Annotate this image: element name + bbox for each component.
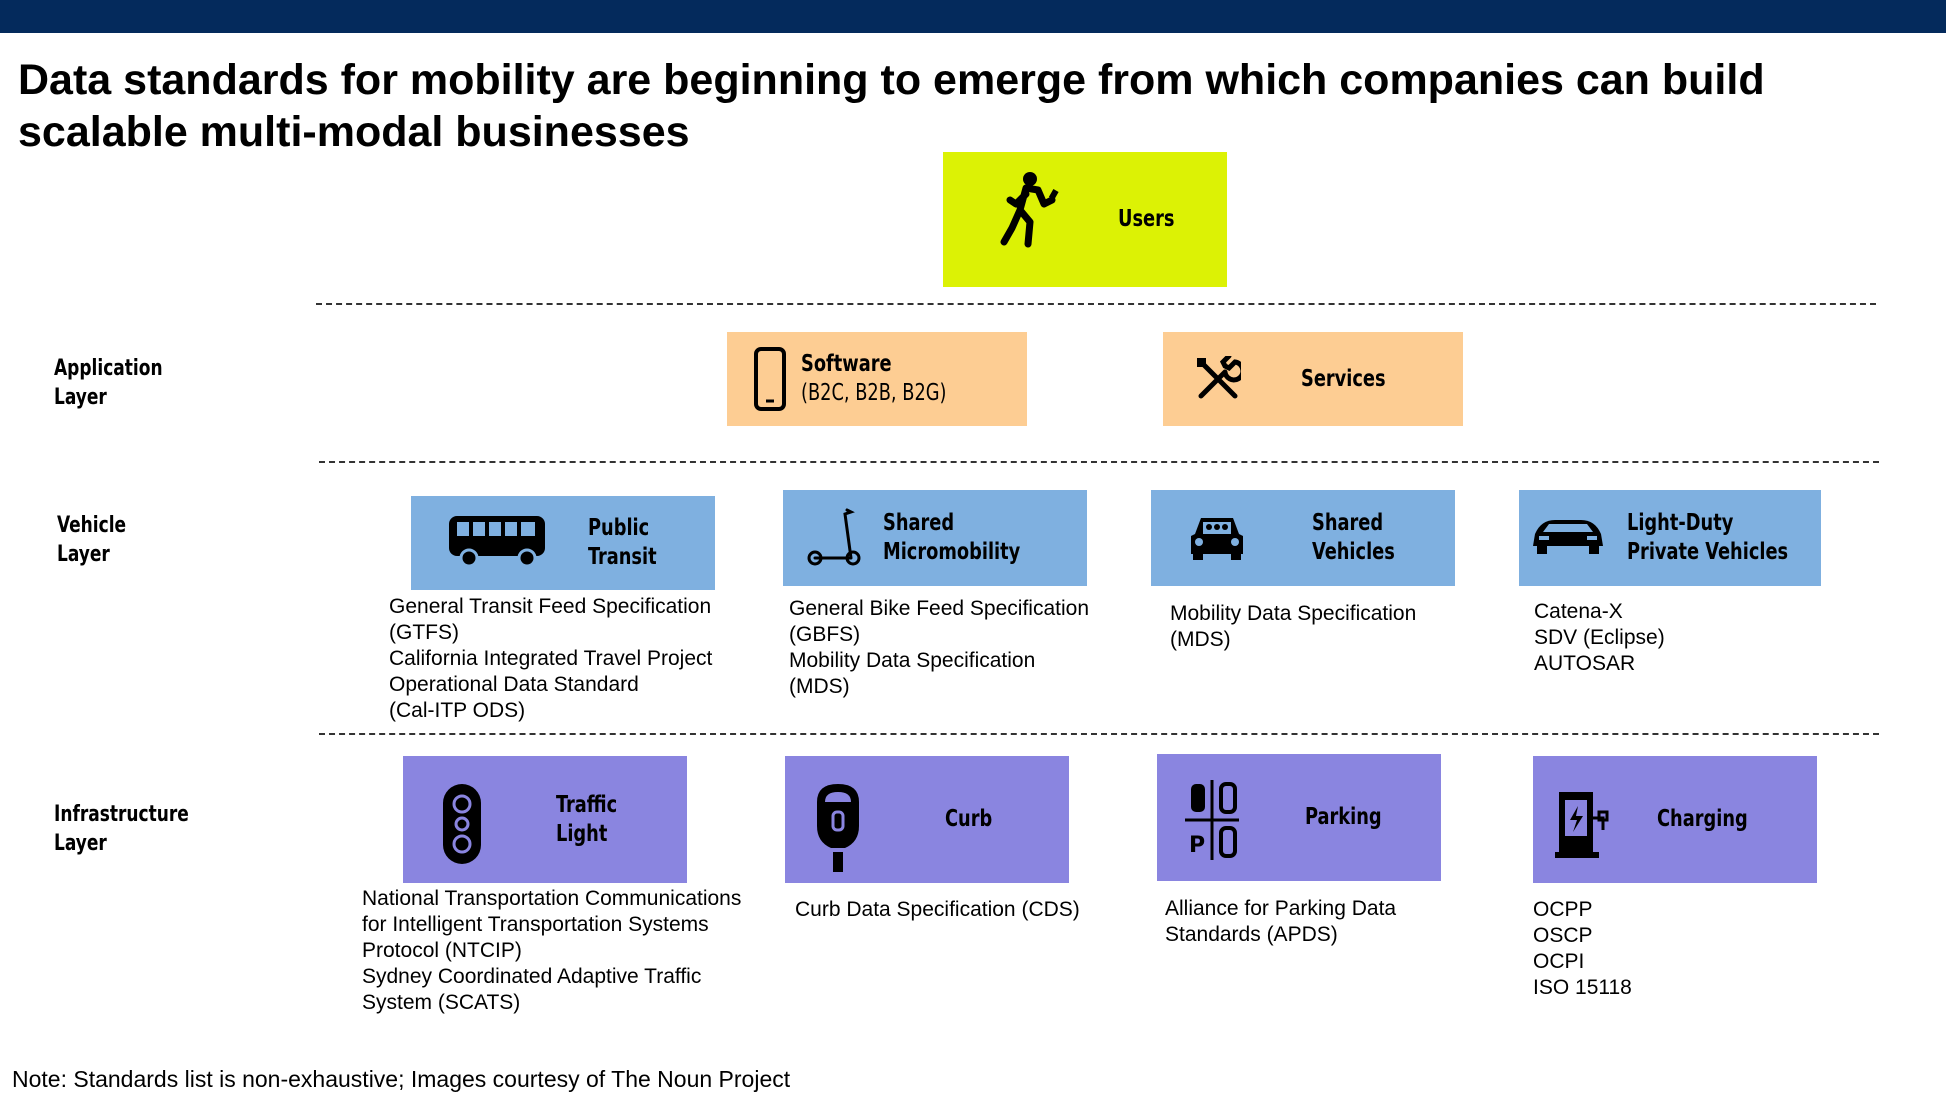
- parking-meter-icon: [817, 784, 859, 872]
- ev-charger-icon: [1555, 792, 1609, 858]
- divider-users-application: [316, 303, 1876, 305]
- scooter-icon: [807, 508, 861, 566]
- wrench-screwdriver-icon: [1197, 356, 1241, 399]
- standard-item: OSCP: [1533, 924, 1593, 947]
- standard-item: General Bike Feed Specification: [789, 597, 1089, 620]
- standard-item: Mobility Data Specification: [789, 649, 1036, 672]
- standard-item: OCPI: [1533, 950, 1585, 973]
- shared-vehicles-standards: Mobility Data Specification (MDS): [1170, 601, 1416, 653]
- standard-item: Alliance for Parking Data: [1165, 897, 1397, 920]
- services-box: Services: [1163, 332, 1463, 426]
- standard-item: Standards (APDS): [1165, 923, 1338, 946]
- standard-item: (MDS): [789, 675, 850, 698]
- public-transit-box: Public Transit: [411, 496, 715, 590]
- standard-item: Protocol (NTCIP): [362, 939, 522, 962]
- shared-micromobility-label: Shared Micromobility: [883, 510, 1021, 565]
- traffic-light-icon: [443, 784, 481, 864]
- standard-item: National Transportation Communications: [362, 887, 742, 910]
- standard-item: (Cal-ITP ODS): [389, 699, 526, 722]
- charging-box: Charging: [1533, 756, 1817, 883]
- shared-micromobility-box: Shared Micromobility: [783, 490, 1087, 586]
- shared-car-icon: [1191, 518, 1243, 560]
- standard-item: Operational Data Standard: [389, 673, 639, 696]
- shared-micromobility-standards: General Bike Feed Specification (GBFS) M…: [789, 596, 1089, 700]
- standard-item: SDV (Eclipse): [1534, 626, 1665, 649]
- infrastructure-layer-label: Infrastructure Layer: [54, 802, 189, 856]
- standard-item: Mobility Data Specification: [1170, 602, 1417, 625]
- parking-label: Parking: [1305, 804, 1382, 830]
- standard-item: OCPP: [1533, 898, 1593, 921]
- standard-item: California Integrated Travel Project: [389, 647, 713, 670]
- charging-label: Charging: [1657, 806, 1748, 832]
- traffic-light-label: Traffic Light: [556, 791, 618, 847]
- top-banner: [0, 0, 1946, 33]
- traffic-light-box: Traffic Light: [403, 756, 687, 883]
- page-title: Data standards for mobility are beginnin…: [18, 56, 1765, 156]
- standard-item: AUTOSAR: [1534, 652, 1636, 675]
- standard-item: Sydney Coordinated Adaptive Traffic: [362, 965, 702, 988]
- charging-standards: OCPP OSCP OCPI ISO 15118: [1533, 897, 1632, 1001]
- software-label: Software (B2C, B2B, B2G): [801, 350, 947, 408]
- standard-item: (GBFS): [789, 623, 861, 646]
- public-transit-standards: General Transit Feed Specification (GTFS…: [389, 594, 712, 724]
- software-box: Software (B2C, B2B, B2G): [727, 332, 1027, 426]
- light-duty-private-vehicles-label: Light-Duty Private Vehicles: [1627, 510, 1789, 565]
- application-layer-label: Application Layer: [54, 356, 163, 410]
- standard-item: ISO 15118: [1533, 976, 1632, 999]
- divider-application-vehicle: [319, 461, 1879, 463]
- footnote: Note: Standards list is non-exhaustive; …: [12, 1066, 791, 1092]
- public-transit-label: Public Transit: [588, 515, 657, 570]
- standard-item: General Transit Feed Specification: [389, 595, 712, 618]
- standard-item: for Intelligent Transportation Systems: [362, 913, 709, 936]
- standard-item: System (SCATS): [362, 991, 521, 1014]
- parking-standards: Alliance for Parking Data Standards (APD…: [1165, 896, 1396, 948]
- users-label: Users: [1118, 206, 1175, 232]
- software-subtitle: (B2C, B2B, B2G): [801, 380, 947, 406]
- pedestrian-with-phone-icon: [1000, 172, 1059, 248]
- services-label: Services: [1301, 365, 1386, 392]
- svg-text:P: P: [1189, 833, 1205, 858]
- shared-vehicles-label: Shared Vehicles: [1312, 510, 1395, 565]
- parking-lot-icon: P: [1185, 780, 1239, 860]
- users-box: Users: [943, 152, 1227, 287]
- private-car-icon: [1533, 520, 1603, 554]
- vehicle-layer-label: Vehicle Layer: [57, 513, 127, 567]
- divider-vehicle-infrastructure: [319, 733, 1879, 735]
- standard-item: (MDS): [1170, 628, 1231, 651]
- shared-vehicles-box: Shared Vehicles: [1151, 490, 1455, 586]
- traffic-light-standards: National Transportation Communications f…: [362, 886, 741, 1016]
- light-duty-private-vehicles-box: Light-Duty Private Vehicles: [1519, 490, 1821, 586]
- standard-item: (GTFS): [389, 621, 459, 644]
- standard-item: Curb Data Specification (CDS): [795, 898, 1080, 921]
- light-duty-private-vehicles-standards: Catena-X SDV (Eclipse) AUTOSAR: [1534, 599, 1665, 677]
- parking-box: P Parking: [1157, 754, 1441, 881]
- software-title: Software: [801, 351, 892, 377]
- curb-label: Curb: [945, 806, 993, 832]
- standard-item: Catena-X: [1534, 600, 1623, 623]
- curb-standards: Curb Data Specification (CDS): [795, 897, 1080, 923]
- curb-box: Curb: [785, 756, 1069, 883]
- bus-icon: [449, 516, 545, 568]
- smartphone-icon: [754, 347, 786, 411]
